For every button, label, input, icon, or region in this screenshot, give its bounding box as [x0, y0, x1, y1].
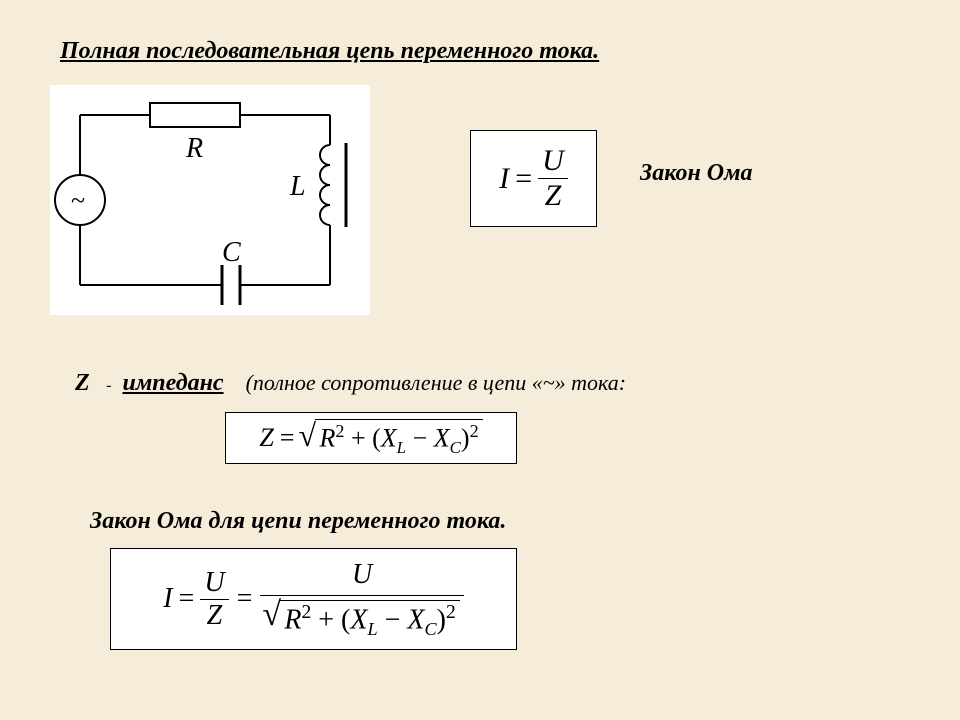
- inductor-label: L: [289, 171, 306, 202]
- z-symbol: Z: [75, 370, 90, 396]
- full-ohm-formula: I = U Z = U √ R2 + (XL − XC)2: [110, 548, 517, 650]
- page-title: Полная последовательная цепь переменного…: [60, 38, 599, 65]
- ohm-ac-label: Закон Ома для цепи переменного тока.: [90, 508, 506, 535]
- ohm-den: Z: [538, 178, 568, 213]
- resistor-label: R: [185, 133, 203, 164]
- impedance-word: импеданс: [123, 370, 224, 396]
- z-dash: -: [106, 377, 111, 394]
- impedance-definition: Z - импеданс (полное сопротивление в цеп…: [75, 370, 626, 397]
- ohm-law-formula: I = U Z: [470, 130, 597, 227]
- ohm-fraction: U Z: [538, 144, 568, 213]
- ohm-eq: =: [515, 162, 532, 196]
- ohm-lhs: I: [499, 162, 509, 196]
- impedance-desc: (полное сопротивление в цепи «~» тока:: [246, 370, 627, 395]
- ohm-num: U: [538, 144, 568, 178]
- ohm-law-label: Закон Ома: [640, 160, 753, 187]
- circuit-diagram: R L C ~: [50, 85, 370, 315]
- impedance-formula: Z = √ R2 + (XL − XC)2: [225, 412, 517, 464]
- capacitor-label: C: [222, 237, 241, 268]
- ac-source-label: ~: [71, 186, 85, 215]
